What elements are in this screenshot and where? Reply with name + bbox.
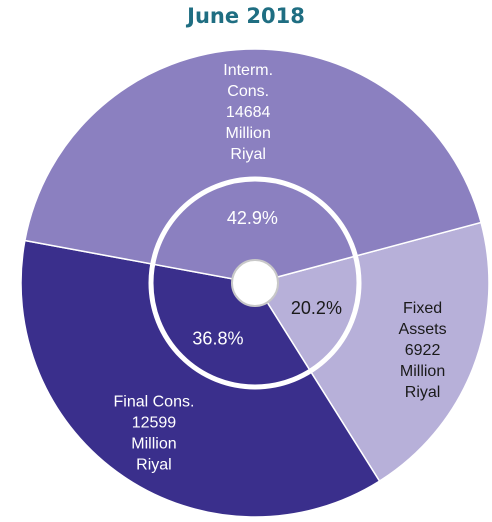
slice-label-final-cons-line-4: Riyal — [136, 456, 172, 473]
slice-label-fixed-assets-line-5: Riyal — [405, 384, 441, 401]
slice-label-fixed-assets-line-1: Fixed — [403, 300, 442, 317]
slice-percent-interm-cons: 42.9% — [227, 208, 278, 228]
slice-label-final-cons-line-3: Million — [131, 435, 176, 452]
slice-label-final-cons-line-1: Final Cons. — [113, 393, 194, 410]
slice-label-interm-cons-line-1: Interm. — [223, 62, 273, 79]
chart-title: June 2018 — [187, 4, 305, 28]
slice-label-fixed-assets-line-2: Assets — [399, 321, 447, 338]
slice-label-interm-cons-line-2: Cons. — [227, 83, 269, 100]
slice-label-interm-cons-line-4: Million — [226, 125, 271, 142]
slice-label-interm-cons-line-5: Riyal — [230, 146, 266, 163]
inner-ring — [148, 176, 362, 390]
slice-percent-final-cons: 36.8% — [192, 329, 243, 349]
slice-percent-fixed-assets: 20.2% — [291, 298, 342, 318]
slice-label-final-cons-line-2: 12599 — [132, 414, 177, 431]
pie-slice-interm-cons — [24, 48, 482, 284]
slice-label-fixed-assets-line-4: Million — [400, 363, 445, 380]
slice-label-fixed-assets-line-3: 6922 — [405, 342, 441, 359]
slice-label-interm-cons-line-3: 14684 — [226, 104, 271, 121]
pie-slice-final-cons — [20, 239, 381, 518]
center-hub — [231, 259, 279, 307]
pie-slice-fixed-assets — [253, 221, 490, 483]
